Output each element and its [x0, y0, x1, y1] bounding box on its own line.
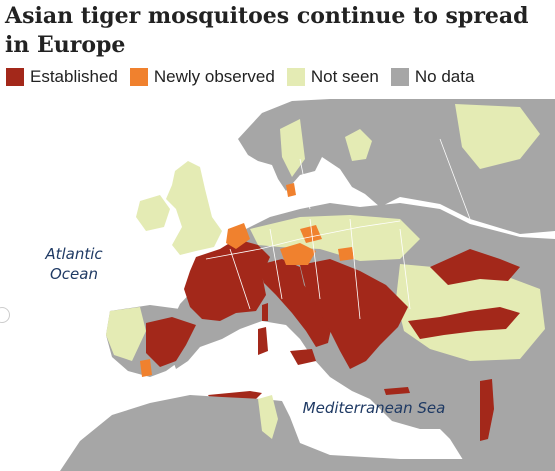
legend-swatch-not-seen [286, 68, 305, 86]
map-title: Asian tiger mosquitoes continue to sprea… [5, 3, 529, 58]
land-central-not-seen [250, 215, 420, 261]
legend-swatch-no-data [390, 68, 409, 86]
land-sweden-not-seen [280, 119, 305, 177]
legend-label-established: Established [30, 67, 118, 86]
map-svg: Atlantic Ocean Mediterranean Sea [0, 99, 555, 471]
land-turkey-established [430, 249, 520, 285]
land-newly-observed-sweden [286, 183, 296, 197]
border-line [299, 158, 311, 210]
land-newly-observed-spain [140, 359, 152, 377]
legend: Established Newly observed Not seen No d… [6, 66, 486, 88]
border-line [205, 220, 401, 260]
land-balkans-established [300, 259, 408, 369]
land-newly-observed-czechia [300, 225, 322, 243]
atlantic-ocean-label-line1: Atlantic [44, 245, 103, 263]
legend-item-established: Established [6, 67, 118, 87]
legend-item-newly-observed: Newly observed [129, 67, 275, 87]
land-tunisia-not-seen [258, 395, 278, 439]
land-newly-observed-hungary [338, 247, 354, 261]
land-levant-established [480, 379, 494, 441]
border-line [399, 228, 411, 310]
legend-swatch-established [6, 68, 24, 86]
land-italy-established [258, 259, 332, 347]
border-line [229, 248, 251, 310]
land-sardinia-established [258, 327, 268, 355]
border-line [349, 218, 361, 320]
land-crete-established [384, 387, 410, 395]
land-newly-observed-germany [226, 223, 250, 249]
land-iberia-established [146, 317, 196, 367]
border-line [309, 218, 321, 300]
land-northeast-not-seen [455, 104, 540, 169]
atlantic-ocean-label-line2: Ocean [50, 265, 98, 283]
europe-map: Atlantic Ocean Mediterranean Sea [0, 99, 555, 471]
legend-label-not-seen: Not seen [310, 67, 379, 86]
land-iberia-not-seen [106, 307, 146, 361]
land-sicily-established [290, 349, 316, 365]
land-baltics-not-seen [345, 129, 372, 161]
legend-swatch-newly-observed [129, 68, 148, 86]
land-turkey-south-established [408, 307, 520, 339]
land-france-established [184, 239, 270, 321]
mediterranean-sea-label: Mediterranean Sea [303, 399, 446, 417]
land-ireland [136, 195, 170, 231]
land-corsica-established [262, 303, 268, 321]
legend-item-no-data: No data [390, 67, 475, 87]
legend-item-not-seen: Not seen [286, 67, 379, 87]
border-line [439, 138, 471, 220]
land-great-britain [166, 161, 222, 255]
legend-label-no-data: No data [414, 67, 475, 86]
land-newly-observed-austria [280, 243, 316, 265]
region-borders [205, 138, 471, 320]
legend-label-newly-observed: Newly observed [153, 67, 275, 86]
border-line [269, 228, 283, 300]
